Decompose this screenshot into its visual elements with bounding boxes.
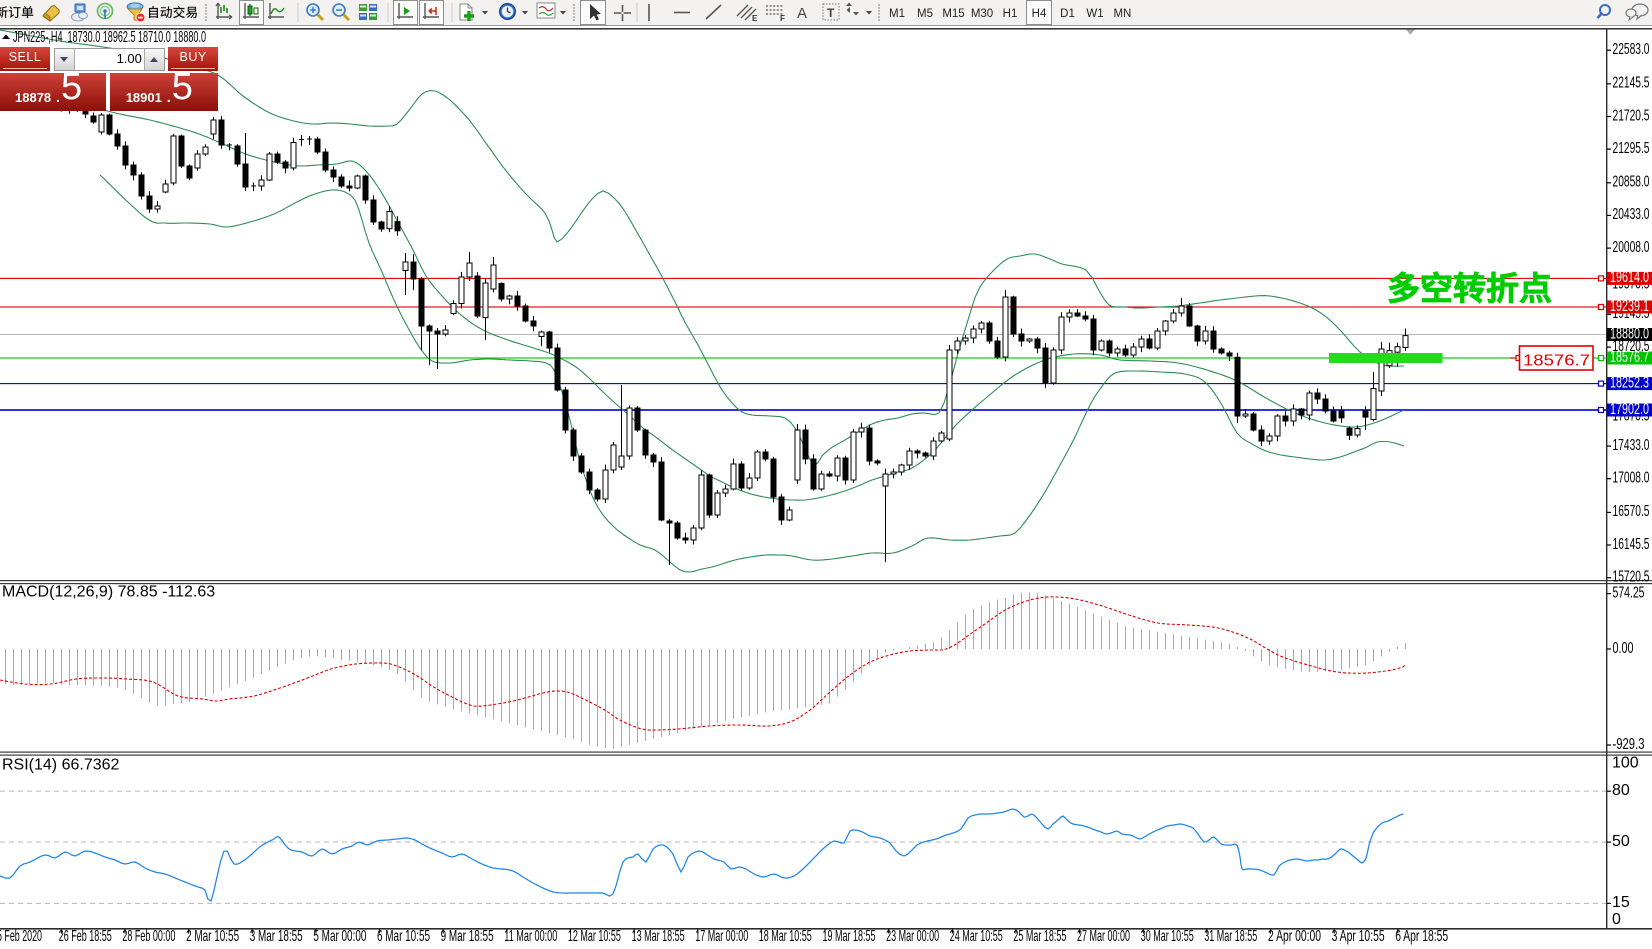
svg-text:20858.0: 20858.0 bbox=[1613, 174, 1650, 191]
svg-text:18720.5: 18720.5 bbox=[1613, 338, 1650, 355]
svg-text:26 Feb 18:55: 26 Feb 18:55 bbox=[59, 928, 112, 945]
svg-text:16570.5: 16570.5 bbox=[1613, 503, 1650, 520]
svg-text:574.25: 574.25 bbox=[1613, 584, 1645, 601]
svg-text:21720.5: 21720.5 bbox=[1613, 107, 1650, 124]
svg-text:MACD(12,26,9) 78.85 -112.63: MACD(12,26,9) 78.85 -112.63 bbox=[2, 584, 215, 601]
svg-text:24 Mar 10:55: 24 Mar 10:55 bbox=[950, 928, 1003, 945]
svg-text:-929.3: -929.3 bbox=[1613, 736, 1645, 753]
svg-text:28 Feb 00:00: 28 Feb 00:00 bbox=[122, 928, 175, 945]
svg-text:5 Mar 00:00: 5 Mar 00:00 bbox=[313, 928, 366, 945]
svg-text:18576.7: 18576.7 bbox=[1523, 353, 1590, 370]
svg-text:17008.0: 17008.0 bbox=[1613, 470, 1650, 487]
svg-text:19614.0: 19614.0 bbox=[1610, 269, 1649, 286]
svg-text:15: 15 bbox=[1612, 894, 1630, 911]
svg-text:JPN225-,H4: JPN225-,H4 bbox=[13, 29, 63, 46]
svg-text:11 Mar 00:00: 11 Mar 00:00 bbox=[504, 928, 557, 945]
svg-text:25 Feb 2020: 25 Feb 2020 bbox=[0, 928, 42, 945]
svg-text:15720.5: 15720.5 bbox=[1613, 569, 1650, 586]
svg-text:M30: M30 bbox=[971, 8, 993, 20]
svg-text:31 Mar 18:55: 31 Mar 18:55 bbox=[1204, 928, 1257, 945]
svg-text:50: 50 bbox=[1612, 833, 1630, 850]
svg-text:20008.0: 20008.0 bbox=[1613, 239, 1650, 256]
svg-text:MN: MN bbox=[1113, 8, 1131, 20]
svg-text:19239.1: 19239.1 bbox=[1610, 298, 1649, 315]
svg-text:T: T bbox=[827, 6, 835, 20]
svg-text:2 Mar 10:55: 2 Mar 10:55 bbox=[186, 928, 239, 945]
svg-text:20433.0: 20433.0 bbox=[1613, 206, 1650, 223]
svg-text:6 Mar 10:55: 6 Mar 10:55 bbox=[377, 928, 430, 945]
svg-text:17 Mar 00:00: 17 Mar 00:00 bbox=[695, 928, 748, 945]
svg-text:18 Mar 10:55: 18 Mar 10:55 bbox=[759, 928, 812, 945]
svg-text:3 Apr 10:55: 3 Apr 10:55 bbox=[1332, 928, 1385, 945]
svg-text:H1: H1 bbox=[1003, 8, 1018, 20]
svg-text:W1: W1 bbox=[1086, 8, 1103, 20]
svg-text:22145.5: 22145.5 bbox=[1613, 75, 1650, 92]
svg-text:23 Mar 00:00: 23 Mar 00:00 bbox=[886, 928, 939, 945]
svg-text:H4: H4 bbox=[1032, 8, 1047, 20]
svg-text:F: F bbox=[780, 14, 785, 23]
svg-text:13 Mar 18:55: 13 Mar 18:55 bbox=[632, 928, 685, 945]
svg-text:M1: M1 bbox=[889, 8, 905, 20]
svg-text:80: 80 bbox=[1612, 782, 1630, 799]
svg-text:A: A bbox=[797, 5, 807, 22]
svg-text:19 Mar 18:55: 19 Mar 18:55 bbox=[823, 928, 876, 945]
svg-text:25 Mar 18:55: 25 Mar 18:55 bbox=[1013, 928, 1066, 945]
svg-text:M5: M5 bbox=[917, 8, 933, 20]
svg-text:12 Mar 10:55: 12 Mar 10:55 bbox=[568, 928, 621, 945]
svg-text:21295.5: 21295.5 bbox=[1613, 140, 1650, 157]
svg-text:18252.3: 18252.3 bbox=[1610, 374, 1649, 391]
svg-text:18730.0 18962.5 18710.0 18880.: 18730.0 18962.5 18710.0 18880.0 bbox=[68, 29, 207, 46]
svg-text:3 Mar 18:55: 3 Mar 18:55 bbox=[250, 928, 303, 945]
svg-text:2 Apr 00:00: 2 Apr 00:00 bbox=[1268, 928, 1321, 945]
svg-text:E: E bbox=[752, 14, 758, 23]
svg-text:18880.0: 18880.0 bbox=[1610, 325, 1649, 342]
svg-text:30 Mar 10:55: 30 Mar 10:55 bbox=[1141, 928, 1194, 945]
svg-text:6 Apr 18:55: 6 Apr 18:55 bbox=[1395, 928, 1448, 945]
svg-text:16145.5: 16145.5 bbox=[1613, 536, 1650, 553]
svg-text:M15: M15 bbox=[942, 8, 964, 20]
svg-text:27 Mar 00:00: 27 Mar 00:00 bbox=[1077, 928, 1130, 945]
svg-text:0.00: 0.00 bbox=[1613, 640, 1634, 657]
svg-text:9 Mar 18:55: 9 Mar 18:55 bbox=[441, 928, 494, 945]
svg-text:0: 0 bbox=[1612, 911, 1621, 928]
svg-text:100: 100 bbox=[1612, 754, 1639, 771]
svg-text:17902.0: 17902.0 bbox=[1610, 401, 1649, 418]
svg-text:D1: D1 bbox=[1060, 8, 1075, 20]
svg-text:RSI(14) 66.7362: RSI(14) 66.7362 bbox=[2, 757, 120, 774]
svg-text:22583.0: 22583.0 bbox=[1613, 41, 1650, 58]
svg-text:17433.0: 17433.0 bbox=[1613, 437, 1650, 454]
svg-text:18576.7: 18576.7 bbox=[1610, 349, 1649, 366]
